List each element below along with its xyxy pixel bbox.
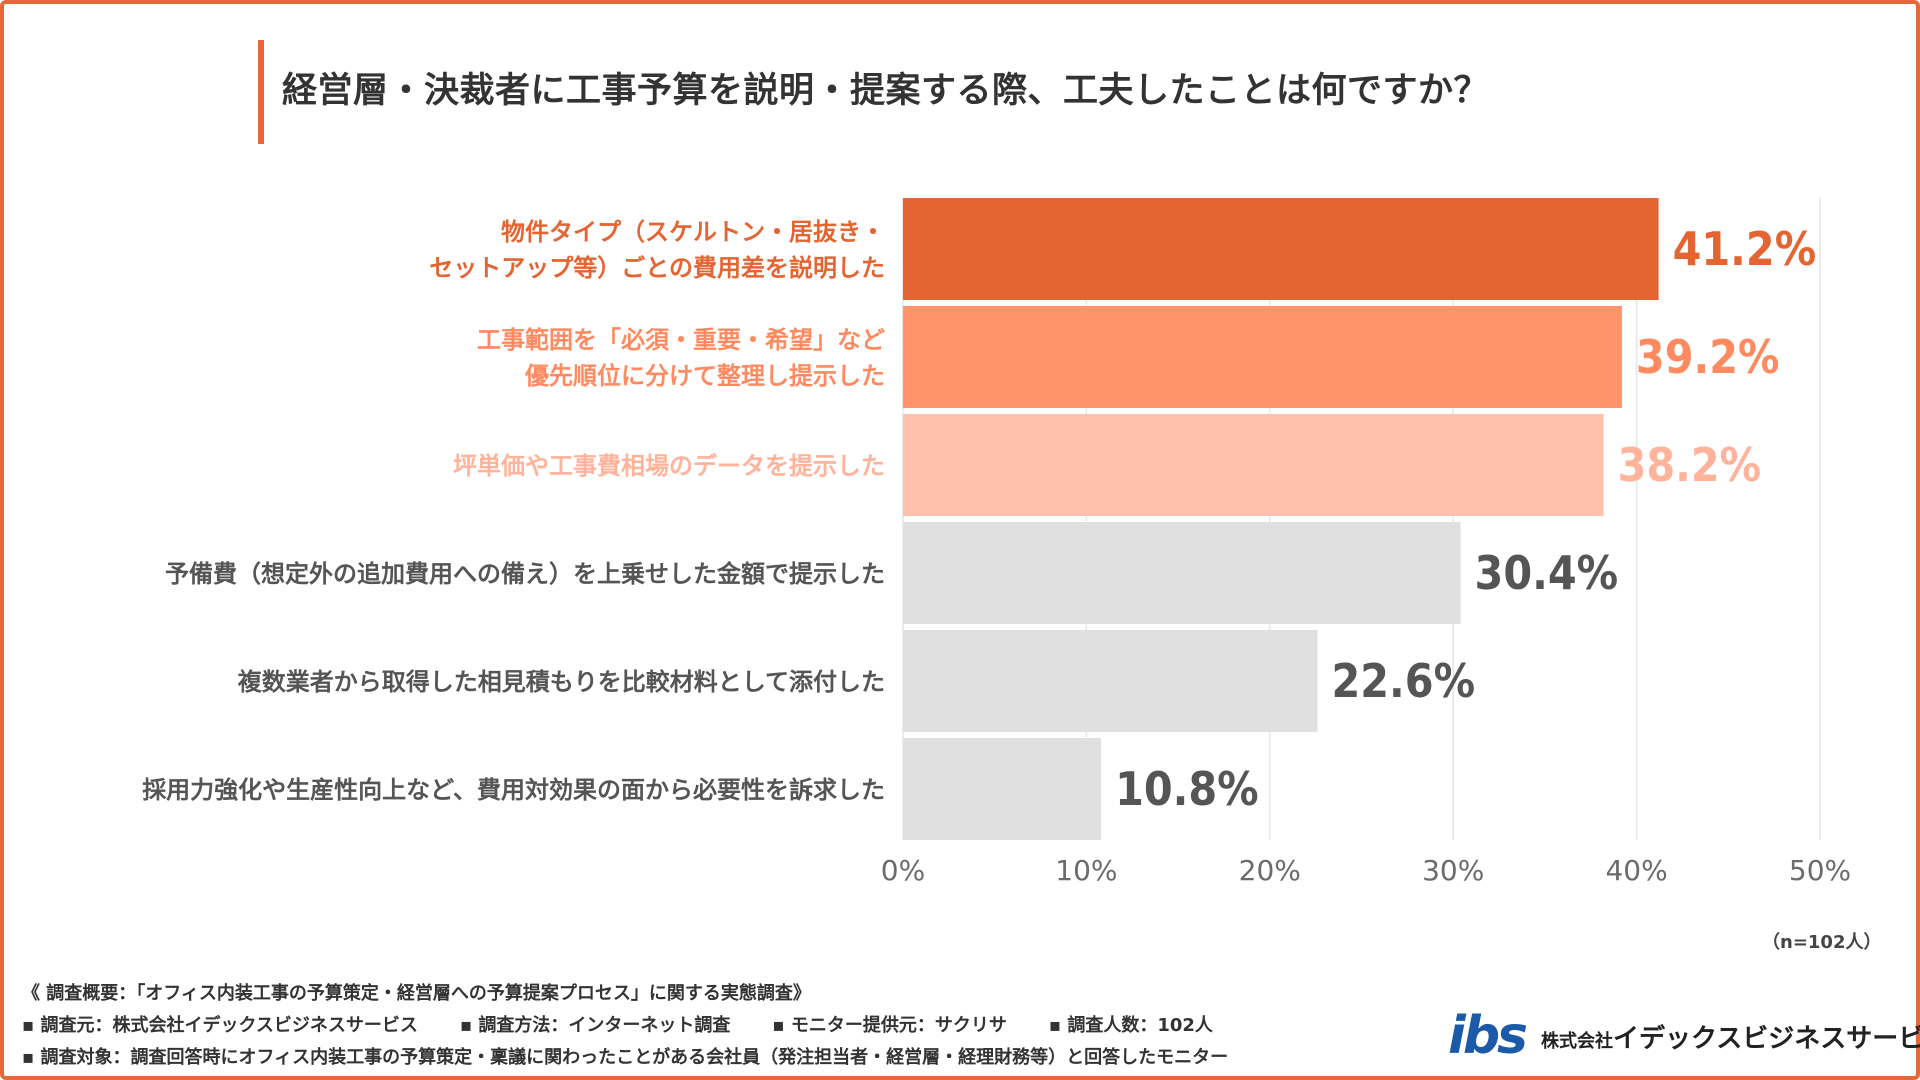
survey-method: ▪ 調査方法：インターネット調査 [459,1015,731,1036]
bar [903,306,1622,408]
bar [903,414,1604,516]
value-label: 39.2% [1636,330,1780,384]
grid-lines [902,198,1821,840]
category-label-line: 坪単価や工事費相場のデータを提示した [453,452,885,480]
category-label: 坪単価や工事費相場のデータを提示した [453,452,885,480]
bar [903,198,1659,300]
title-accent-bar [258,40,264,144]
value-label: 22.6% [1331,654,1475,708]
survey-footer: 《 調査概要：「オフィス内装工事の予算策定・経営層への予算提案プロセス」に関する… [22,978,1255,1074]
survey-details: ▪ 調査元：株式会社イデックスビジネスサービス ▪ 調査方法：インターネット調査… [22,1010,1255,1042]
x-tick-label: 50% [1789,854,1851,887]
company-name: 株式会社イデックスビジネスサービス [1541,1018,1920,1055]
category-label-line: セットアップ等）ごとの費用差を説明した [429,254,885,282]
company-logo: ibs 株式会社イデックスビジネスサービス [1448,1010,1920,1062]
category-label-line: 複数業者から取得した相見積もりを比較材料として添付した [238,668,885,696]
x-tick-label: 40% [1605,854,1667,887]
value-label: 30.4% [1475,546,1619,600]
chart-title: 経営層・決裁者に工事予算を説明・提案する際、工夫したことは何ですか？ [282,71,1490,111]
category-label-line: 予備費（想定外の追加費用への備え）を上乗せした金額で提示した [165,560,885,588]
value-label: 41.2% [1673,222,1817,276]
x-axis-ticks: 0% 10% 20% 30% 40% 50% [881,854,1851,887]
category-label-line: 工事範囲を「必須・重要・希望」など [477,326,885,354]
category-label: 工事範囲を「必須・重要・希望」など優先順位に分けて整理し提示した [477,326,885,390]
category-label: 予備費（想定外の追加費用への備え）を上乗せした金額で提示した [165,560,885,588]
bar [903,630,1318,732]
company-name-main: イデックスビジネスサービス [1613,1023,1920,1054]
survey-target: ▪ 調査対象：調査回答時にオフィス内装工事の予算策定・稟議に関わったことがある会… [22,1047,1229,1068]
company-prefix: 株式会社 [1541,1030,1613,1052]
ibs-logo-mark: ibs [1448,1006,1528,1066]
sample-size-note: （n=102人） [1762,932,1882,953]
survey-overview: 《 調査概要：「オフィス内装工事の予算策定・経営層への予算提案プロセス」に関する… [22,983,811,1004]
labels: 41.2% 物件タイプ（スケルトン・居抜き・セットアップ等）ごとの費用差を説明した… [142,218,1816,816]
value-label: 38.2% [1618,438,1762,492]
value-label: 10.8% [1115,762,1259,816]
x-tick-label: 10% [1055,854,1117,887]
category-label: 複数業者から取得した相見積もりを比較材料として添付した [238,668,885,696]
category-label: 採用力強化や生産性向上など、費用対効果の面から必要性を訴求した [142,776,885,804]
x-tick-label: 20% [1239,854,1301,887]
category-label: 物件タイプ（スケルトン・居抜き・セットアップ等）ごとの費用差を説明した [429,218,885,282]
category-label-line: 優先順位に分けて整理し提示した [524,362,885,390]
survey-source: ▪ 調査元：株式会社イデックスビジネスサービス [22,1015,418,1036]
survey-count: ▪ 調査人数：102人 [1048,1015,1213,1036]
bar-chart: 41.2% 物件タイプ（スケルトン・居抜き・セットアップ等）ごとの費用差を説明した… [142,198,1851,887]
category-label-line: 採用力強化や生産性向上など、費用対効果の面から必要性を訴求した [142,776,885,804]
bar [903,738,1102,840]
bar [903,522,1461,624]
category-label-line: 物件タイプ（スケルトン・居抜き・ [501,218,885,246]
x-tick-label: 30% [1422,854,1484,887]
survey-monitor: ▪ モニター提供元：サクリサ [772,1015,1007,1036]
x-tick-label: 0% [881,854,925,887]
bars [903,198,1659,840]
